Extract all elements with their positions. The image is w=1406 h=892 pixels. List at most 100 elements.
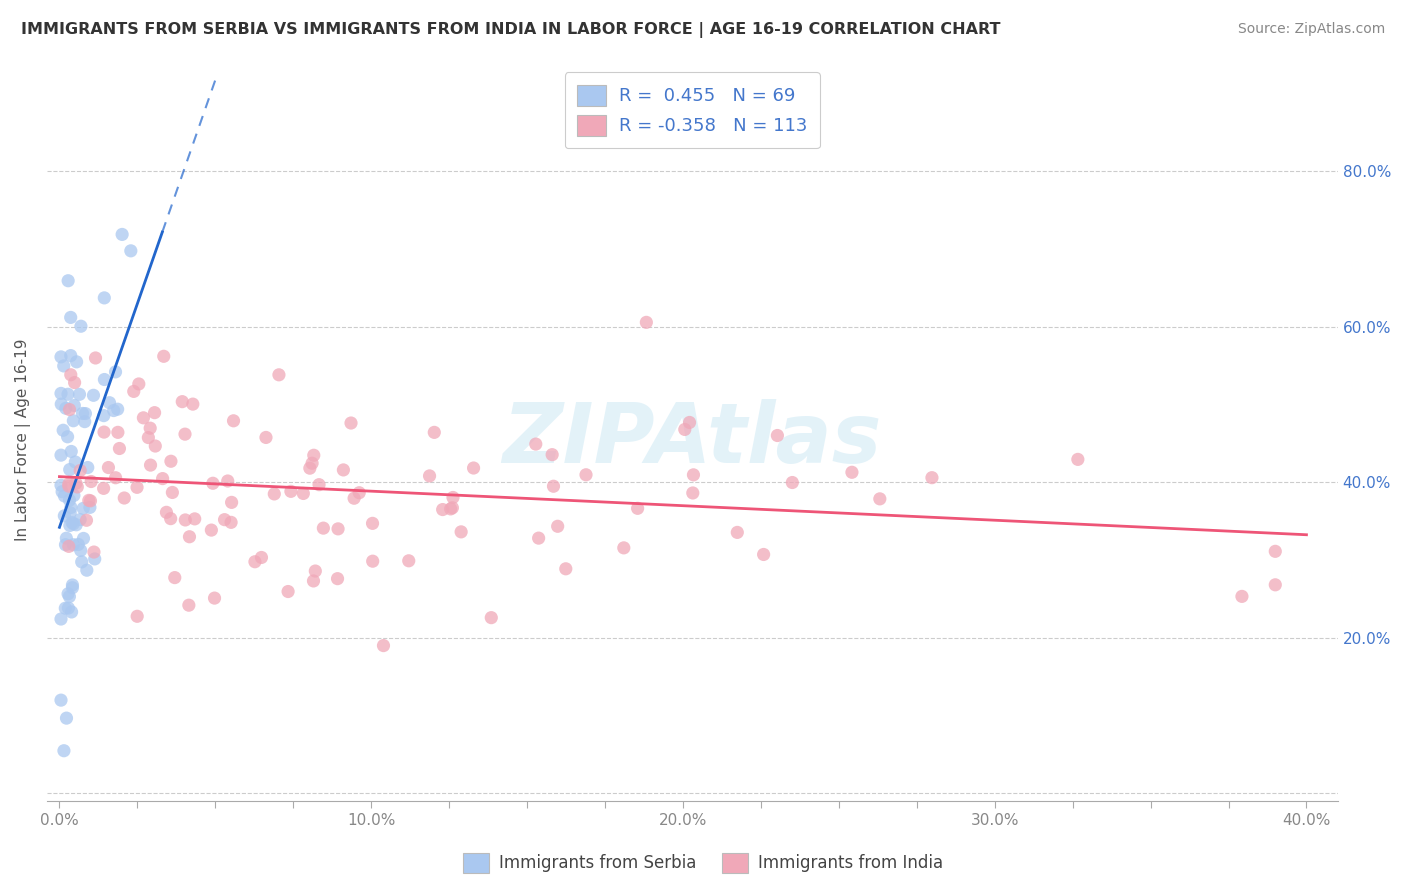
Point [613,541,636,555]
Point [65,455,87,469]
Point [214,513,236,527]
Point [49,386,72,401]
Point [53,489,76,503]
Point [58,402,80,417]
Point [543,479,565,493]
Point [55,401,77,416]
Point [49,448,72,462]
Point [93,425,115,439]
Point [51,397,73,411]
Point [49,478,72,492]
Point [312,521,335,535]
Point [60,605,83,619]
Point [59,500,82,515]
Point [49,350,72,364]
Point [1067,452,1090,467]
Point [55,538,77,552]
Point [302,574,325,588]
Point [80,475,103,489]
Point [373,639,395,653]
Point [450,524,472,539]
Point [304,564,326,578]
Point [204,591,226,606]
Point [159,511,181,525]
Point [75,407,97,421]
Point [62,414,84,428]
Point [67,537,90,551]
Point [59,368,82,382]
Point [70,319,93,334]
Point [59,349,82,363]
Point [921,471,943,485]
Point [79,500,101,515]
Point [163,571,186,585]
Point [219,516,242,530]
Point [58,477,80,491]
Point [636,315,658,329]
Point [58,590,80,604]
Point [682,486,704,500]
Point [340,416,363,430]
Point [73,415,96,429]
Point [76,513,98,527]
Point [82,388,104,402]
Point [1264,578,1286,592]
Point [69,513,91,527]
Point [463,461,485,475]
Point [138,431,160,445]
Point [98,395,121,409]
Point [65,476,87,491]
Point [347,485,370,500]
Point [308,477,330,491]
Point [72,406,94,420]
Point [626,501,648,516]
Point [83,545,105,559]
Point [326,522,349,536]
Point [104,471,127,485]
Y-axis label: In Labor Force | Age 16-19: In Labor Force | Age 16-19 [15,338,31,541]
Point [111,227,134,242]
Point [139,421,162,435]
Point [547,519,569,533]
Point [217,474,239,488]
Point [97,460,120,475]
Point [439,502,461,516]
Point [432,502,454,516]
Point [65,517,87,532]
Point [62,516,84,531]
Point [56,274,79,288]
Point [49,693,72,707]
Point [56,430,79,444]
Point [69,543,91,558]
Point [52,359,75,373]
Point [174,513,197,527]
Legend: R =  0.455   N = 69, R = -0.358   N = 113: R = 0.455 N = 69, R = -0.358 N = 113 [565,72,820,148]
Point [76,460,98,475]
Point [479,610,502,624]
Point [53,508,76,523]
Point [841,465,863,479]
Point [152,472,174,486]
Point [76,563,98,577]
Legend: Immigrants from Serbia, Immigrants from India: Immigrants from Serbia, Immigrants from … [456,847,950,880]
Point [541,448,564,462]
Point [361,554,384,568]
Point [52,744,75,758]
Point [181,397,204,411]
Point [263,487,285,501]
Point [53,601,76,615]
Point [93,409,115,423]
Text: Source: ZipAtlas.com: Source: ZipAtlas.com [1237,22,1385,37]
Point [125,480,148,494]
Point [1230,590,1253,604]
Point [155,505,177,519]
Text: IMMIGRANTS FROM SERBIA VS IMMIGRANTS FROM INDIA IN LABOR FORCE | AGE 16-19 CORRE: IMMIGRANTS FROM SERBIA VS IMMIGRANTS FRO… [21,22,1001,38]
Point [441,500,464,515]
Point [177,598,200,612]
Point [254,430,277,444]
Point [280,484,302,499]
Point [725,525,748,540]
Point [93,291,115,305]
Point [277,584,299,599]
Point [69,387,91,401]
